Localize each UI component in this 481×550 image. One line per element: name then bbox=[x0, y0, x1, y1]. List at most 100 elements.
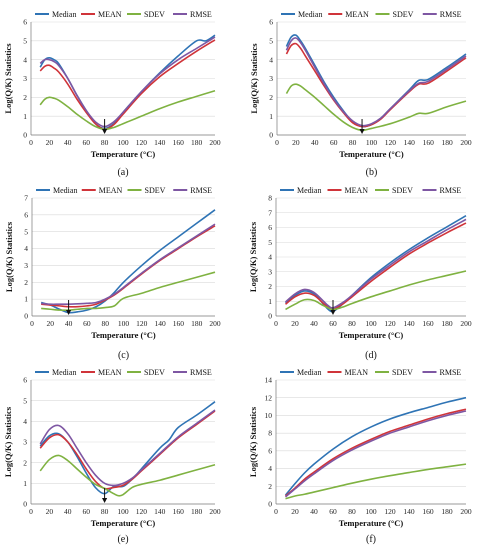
x-tick-label: 0 bbox=[29, 138, 33, 147]
series-line-sdev bbox=[41, 271, 216, 312]
panel-label: (c) bbox=[118, 350, 129, 361]
x-tick-label: 20 bbox=[46, 138, 54, 147]
y-tick-label: 4 bbox=[268, 253, 272, 262]
x-tick-label: 0 bbox=[274, 507, 278, 516]
y-tick-label: 7 bbox=[268, 208, 272, 217]
legend-label-sdev: SDEV bbox=[392, 368, 413, 377]
x-tick-label: 180 bbox=[191, 507, 203, 516]
series-line-mean bbox=[284, 408, 467, 497]
x-tick-label: 80 bbox=[349, 138, 357, 147]
y-tick-label: 0 bbox=[23, 500, 27, 509]
x-axis-title: Temperature (°C) bbox=[91, 518, 156, 528]
x-tick-label: 100 bbox=[365, 507, 377, 516]
y-tick-label: 1 bbox=[269, 112, 273, 121]
y-tick-label: 0 bbox=[268, 500, 272, 509]
y-tick-label: 1 bbox=[268, 297, 272, 306]
x-tick-label: 20 bbox=[47, 319, 55, 328]
series-line-median bbox=[285, 34, 467, 128]
series-line-rmse bbox=[284, 218, 467, 309]
legend-label-median: Median bbox=[52, 368, 76, 377]
legend-label-sdev: SDEV bbox=[144, 10, 165, 19]
y-tick-label: 5 bbox=[24, 227, 28, 236]
x-tick-label: 160 bbox=[173, 138, 185, 147]
x-tick-label: 20 bbox=[291, 507, 299, 516]
legend-label-rmse: RMSE bbox=[190, 10, 212, 19]
y-tick-label: 7 bbox=[24, 194, 28, 203]
series-line-mean bbox=[285, 42, 467, 128]
x-tick-label: 120 bbox=[384, 507, 396, 516]
y-tick-label: 6 bbox=[23, 376, 27, 385]
y-tick-label: 4 bbox=[268, 464, 272, 473]
y-tick-label: 0 bbox=[269, 131, 273, 140]
x-tick-label: 140 bbox=[403, 507, 415, 516]
x-axis-title: Temperature (°C) bbox=[91, 149, 156, 159]
panel-label: (a) bbox=[117, 167, 128, 178]
x-tick-label: 20 bbox=[291, 319, 299, 328]
y-tick-label: 6 bbox=[269, 18, 273, 27]
x-tick-label: 140 bbox=[154, 138, 166, 147]
series-line-mean bbox=[285, 222, 467, 311]
x-axis-title: Temperature (°C) bbox=[339, 149, 404, 159]
y-tick-label: 1 bbox=[24, 295, 28, 304]
legend-label-mean: MEAN bbox=[345, 10, 369, 19]
x-tick-label: 60 bbox=[329, 507, 337, 516]
x-tick-label: 200 bbox=[209, 507, 221, 516]
x-tick-label: 0 bbox=[275, 138, 279, 147]
y-tick-label: 4 bbox=[23, 417, 27, 426]
x-tick-label: 140 bbox=[403, 319, 415, 328]
x-tick-label: 100 bbox=[366, 138, 378, 147]
x-tick-label: 20 bbox=[292, 138, 300, 147]
y-tick-label: 4 bbox=[24, 244, 28, 253]
x-tick-label: 0 bbox=[274, 319, 278, 328]
y-tick-label: 14 bbox=[265, 376, 273, 385]
x-tick-label: 180 bbox=[441, 138, 453, 147]
legend-label-mean: MEAN bbox=[99, 186, 123, 195]
minimum-arrow-icon bbox=[102, 129, 108, 134]
y-tick-label: 0 bbox=[268, 312, 272, 321]
x-tick-label: 60 bbox=[83, 319, 91, 328]
series-line-sdev bbox=[285, 463, 467, 500]
legend-label-rmse: RMSE bbox=[440, 186, 462, 195]
x-tick-label: 140 bbox=[404, 138, 416, 147]
legend-label-rmse: RMSE bbox=[190, 368, 212, 377]
x-tick-label: 160 bbox=[423, 138, 435, 147]
x-tick-label: 60 bbox=[329, 319, 337, 328]
x-tick-label: 100 bbox=[365, 319, 377, 328]
x-tick-label: 0 bbox=[30, 319, 34, 328]
y-tick-label: 1 bbox=[23, 479, 27, 488]
x-tick-label: 80 bbox=[101, 138, 109, 147]
series-line-rmse bbox=[39, 36, 216, 128]
y-tick-label: 3 bbox=[23, 74, 27, 83]
x-tick-label: 120 bbox=[136, 507, 148, 516]
series-line-sdev bbox=[39, 454, 216, 497]
x-tick-label: 80 bbox=[348, 507, 356, 516]
x-tick-label: 80 bbox=[348, 319, 356, 328]
y-tick-label: 4 bbox=[269, 55, 273, 64]
y-tick-label: 3 bbox=[23, 438, 27, 447]
panel-label: (f) bbox=[366, 534, 376, 545]
legend-label-rmse: RMSE bbox=[440, 10, 462, 19]
x-tick-label: 160 bbox=[173, 319, 185, 328]
y-axis-title: Log(Q/K) Statistics bbox=[249, 43, 259, 114]
minimum-arrow-icon bbox=[359, 129, 365, 134]
series-line-median bbox=[285, 215, 467, 313]
y-tick-label: 0 bbox=[24, 312, 28, 321]
x-tick-label: 40 bbox=[310, 507, 318, 516]
x-tick-label: 120 bbox=[385, 138, 397, 147]
series-line-rmse bbox=[284, 410, 467, 498]
x-tick-label: 180 bbox=[441, 507, 453, 516]
x-tick-label: 100 bbox=[117, 138, 129, 147]
panel-label: (d) bbox=[365, 350, 377, 361]
series-line-mean bbox=[39, 39, 216, 131]
y-tick-label: 8 bbox=[268, 194, 272, 203]
y-axis-title: Log(Q/K) Statistics bbox=[3, 43, 13, 114]
y-tick-label: 2 bbox=[24, 278, 28, 287]
x-tick-label: 200 bbox=[209, 138, 221, 147]
legend-label-median: Median bbox=[53, 186, 77, 195]
x-tick-label: 140 bbox=[154, 507, 166, 516]
y-tick-label: 5 bbox=[23, 396, 27, 405]
y-tick-label: 1 bbox=[23, 112, 27, 121]
